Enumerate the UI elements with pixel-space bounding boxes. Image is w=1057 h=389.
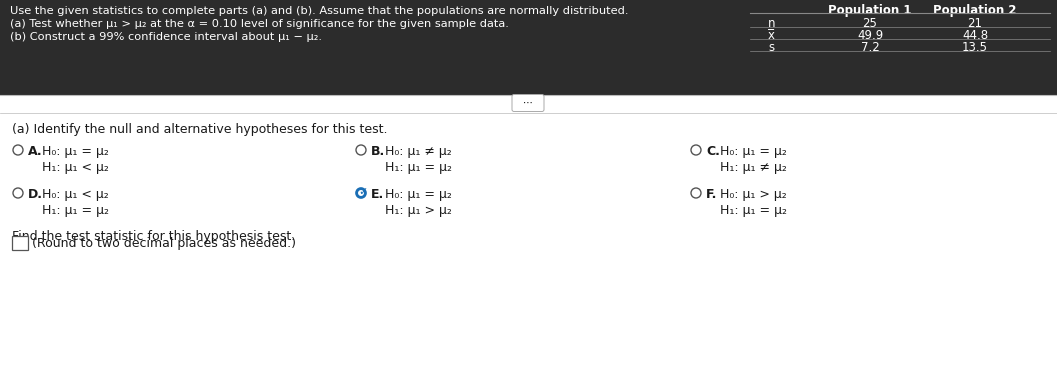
Text: 7.2: 7.2 (860, 41, 879, 54)
Text: H₁: μ₁ = μ₂: H₁: μ₁ = μ₂ (385, 161, 452, 174)
Text: 49.9: 49.9 (857, 29, 884, 42)
Text: H₀: μ₁ = μ₂: H₀: μ₁ = μ₂ (42, 145, 109, 158)
Text: B.: B. (371, 145, 385, 158)
Circle shape (358, 191, 364, 195)
Text: (a) Identify the null and alternative hypotheses for this test.: (a) Identify the null and alternative hy… (12, 123, 388, 136)
Text: (a) Test whether μ₁ > μ₂ at the α = 0.10 level of significance for the given sam: (a) Test whether μ₁ > μ₂ at the α = 0.10… (10, 19, 508, 29)
Text: C.: C. (706, 145, 720, 158)
Text: 21: 21 (967, 17, 983, 30)
Text: Population 2: Population 2 (933, 4, 1017, 17)
Text: Find the test statistic for this hypothesis test.: Find the test statistic for this hypothe… (12, 230, 295, 243)
Text: H₁: μ₁ > μ₂: H₁: μ₁ > μ₂ (385, 204, 452, 217)
Text: 44.8: 44.8 (962, 29, 988, 42)
Text: n: n (768, 17, 776, 30)
Text: (Round to two decimal places as needed.): (Round to two decimal places as needed.) (32, 237, 296, 249)
Bar (12, 236, 27, 250)
FancyBboxPatch shape (512, 95, 544, 112)
Text: H₁: μ₁ < μ₂: H₁: μ₁ < μ₂ (42, 161, 109, 174)
Text: F.: F. (706, 188, 718, 201)
Text: H₁: μ₁ = μ₂: H₁: μ₁ = μ₂ (720, 204, 787, 217)
Text: 25: 25 (863, 17, 877, 30)
Text: H₀: μ₁ < μ₂: H₀: μ₁ < μ₂ (42, 188, 109, 201)
Text: H₀: μ₁ > μ₂: H₀: μ₁ > μ₂ (720, 188, 786, 201)
Circle shape (356, 188, 366, 198)
Bar (0, 0, 1057, 95)
Text: H₀: μ₁ ≠ μ₂: H₀: μ₁ ≠ μ₂ (385, 145, 451, 158)
Text: Population 1: Population 1 (829, 4, 912, 17)
Text: (b) Construct a 99% confidence interval about μ₁ − μ₂.: (b) Construct a 99% confidence interval … (10, 32, 322, 42)
Text: x̅: x̅ (768, 29, 775, 42)
Text: E.: E. (371, 188, 385, 201)
Text: Use the given statistics to complete parts (a) and (b). Assume that the populati: Use the given statistics to complete par… (10, 6, 629, 16)
Text: D.: D. (27, 188, 43, 201)
Text: ⋯: ⋯ (523, 98, 533, 108)
Text: H₀: μ₁ = μ₂: H₀: μ₁ = μ₂ (720, 145, 786, 158)
Text: s: s (768, 41, 774, 54)
Text: A.: A. (27, 145, 42, 158)
Text: 13.5: 13.5 (962, 41, 988, 54)
Bar (0, 95, 1057, 389)
Text: H₁: μ₁ = μ₂: H₁: μ₁ = μ₂ (42, 204, 109, 217)
Text: ✓: ✓ (358, 187, 368, 197)
Text: H₀: μ₁ = μ₂: H₀: μ₁ = μ₂ (385, 188, 452, 201)
Text: H₁: μ₁ ≠ μ₂: H₁: μ₁ ≠ μ₂ (720, 161, 786, 174)
